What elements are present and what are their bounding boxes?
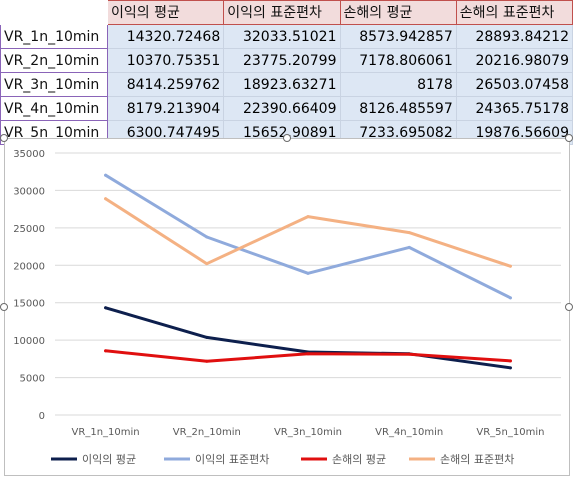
data-point [104,173,108,177]
value-cell[interactable]: 26503.07458 [455,72,573,97]
value-cell[interactable]: 14320.72468 [106,24,225,49]
data-point [104,349,108,353]
data-point [508,264,512,268]
row-label-cell[interactable]: VR_3n_10min [0,72,108,97]
x-tick-label: VR_2n_10min [173,427,241,438]
y-tick-label: 20000 [13,261,45,272]
value-cell[interactable]: 10370.75351 [106,48,225,73]
x-tick-label: VR_1n_10min [72,427,140,438]
line-chart-frame[interactable]: 0 5000 10000 15000 20000 25000 30000 35000 VR_1n… [4,138,570,476]
value-cell[interactable]: 28893.84212 [455,24,573,49]
x-tick-label: VR_3n_10min [274,427,342,438]
y-tick-label: 10000 [13,336,45,347]
resize-handle-top[interactable] [283,134,291,142]
data-point [508,366,512,370]
data-point [104,306,108,310]
resize-handle-left[interactable] [0,303,8,311]
data-point [508,359,512,363]
table-header-row: 이익의 평균 이익의 표준편차 손해의 평균 손해의 표준편차 [0,0,573,25]
value-cell[interactable]: 22390.66409 [223,96,341,121]
header-cell[interactable]: 이익의 평균 [106,0,225,25]
y-tick-label: 30000 [13,186,45,197]
y-tick-label: 15000 [13,299,45,310]
data-point [508,296,512,300]
data-point [306,271,310,275]
y-tick-label: 25000 [13,224,45,235]
data-point [205,359,209,363]
series-line [104,197,512,268]
table-row: VR_1n_10min 14320.72468 32033.51021 8573… [0,24,573,49]
header-cell[interactable]: 손해의 평균 [339,0,457,25]
value-cell[interactable]: 18923.63271 [223,72,341,97]
y-tick-label: 0 [39,411,45,422]
legend-label: 이익의 표준편차 [195,453,269,466]
value-cell[interactable]: 8573.942857 [339,24,457,49]
corner-cell[interactable] [0,0,108,25]
value-cell[interactable]: 8126.485597 [339,96,457,121]
data-point [306,352,310,356]
header-cell[interactable]: 이익의 표준편차 [223,0,341,25]
value-cell[interactable]: 8178 [339,72,457,97]
value-cell[interactable]: 23775.20799 [223,48,341,73]
data-point [407,352,411,356]
legend-label: 이익의 평균 [82,453,136,466]
x-tick-label: VR_5n_10min [476,427,544,438]
value-cell[interactable]: 24365.75178 [455,96,573,121]
header-cell[interactable]: 손해의 표준편차 [455,0,573,25]
data-point [407,245,411,249]
data-point [205,335,209,339]
value-cell[interactable]: 8414.259762 [106,72,225,97]
resize-handle-top-right[interactable] [565,134,573,142]
table-row: VR_2n_10min 10370.75351 23775.20799 7178… [0,48,573,73]
value-cell[interactable]: 7178.806061 [339,48,457,73]
table-row: VR_4n_10min 8179.213904 22390.66409 8126… [0,96,573,121]
table-row: VR_3n_10min 8414.259762 18923.63271 8178… [0,72,573,97]
line-chart[interactable]: 0 5000 10000 15000 20000 25000 30000 35000 VR_1n… [5,139,569,475]
data-point [407,231,411,235]
series-line [104,306,512,370]
y-tick-label: 5000 [20,374,45,385]
y-tick-label: 35000 [13,149,45,160]
legend-label: 손해의 평균 [332,452,386,466]
x-tick-label: VR_4n_10min [375,427,443,438]
data-point [306,215,310,219]
data-point [205,235,209,239]
resize-handle-right[interactable] [565,303,573,311]
row-label-cell[interactable]: VR_1n_10min [0,24,108,49]
row-label-cell[interactable]: VR_2n_10min [0,48,108,73]
data-table: 이익의 평균 이익의 표준편차 손해의 평균 손해의 표준편차 VR_1n_10… [0,0,573,145]
value-cell[interactable]: 20216.98079 [455,48,573,73]
data-point [104,197,108,201]
row-label-cell[interactable]: VR_4n_10min [0,96,108,121]
resize-handle-top-left[interactable] [0,134,8,142]
value-cell[interactable]: 32033.51021 [223,24,341,49]
value-cell[interactable]: 8179.213904 [106,96,225,121]
data-point [205,262,209,266]
legend-label: 손해의 표준편차 [440,452,514,466]
